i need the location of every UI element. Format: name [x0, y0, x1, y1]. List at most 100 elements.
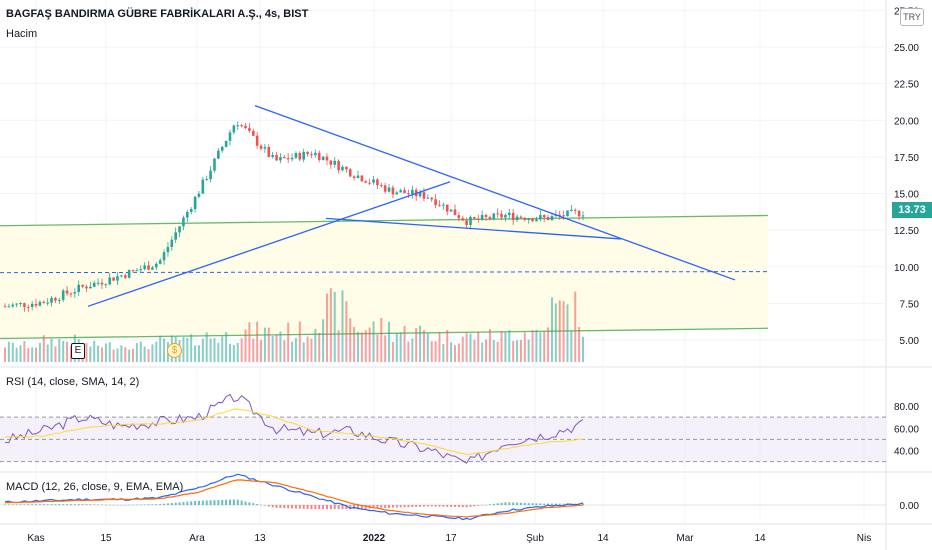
volume-bar	[345, 301, 348, 362]
currency-badge[interactable]: TRY	[900, 8, 924, 26]
macd-histogram-bar	[465, 505, 468, 508]
volume-bar	[263, 327, 266, 362]
volume-bar	[306, 336, 309, 362]
candle-body	[209, 170, 212, 180]
volume-bar	[380, 318, 383, 362]
volume-bar	[535, 329, 538, 362]
macd-histogram-bar	[516, 502, 519, 505]
volume-bar	[197, 345, 200, 362]
volume-bar	[488, 328, 491, 362]
candle-body	[127, 270, 131, 278]
time-axis-tick-label: Nis	[857, 533, 871, 544]
volume-bar	[151, 344, 154, 362]
candle-body	[197, 193, 201, 197]
macd-histogram-bar	[217, 500, 220, 505]
candle-body	[457, 215, 461, 219]
candle-body	[504, 215, 507, 218]
macd-histogram-bar	[89, 504, 92, 505]
macd-histogram-bar	[77, 504, 80, 505]
candle-body	[539, 215, 542, 220]
macd-histogram-bar	[213, 500, 216, 505]
candle-body	[465, 220, 468, 225]
candle-body	[317, 152, 321, 161]
candle-body	[492, 213, 496, 219]
volume-bar	[147, 349, 150, 362]
macd-histogram-bar	[244, 501, 247, 505]
candle-body	[379, 184, 383, 186]
candle-body	[511, 212, 515, 221]
dividend-marker-icon[interactable]: $	[167, 343, 182, 358]
macd-label[interactable]: MACD (12, 26, close, 9, EMA, EMA)	[6, 481, 184, 493]
macd-histogram-bar	[508, 502, 511, 505]
macd-histogram-bar	[496, 503, 499, 505]
candle-body	[248, 128, 251, 131]
volume-bar	[116, 348, 119, 362]
time-axis-tick-label: 14	[754, 533, 766, 544]
price-axis-tick-label: 10.00	[894, 263, 919, 274]
macd-histogram-bar	[283, 505, 286, 509]
volume-bar	[527, 339, 530, 362]
macd-histogram-bar	[403, 505, 406, 508]
macd-histogram-bar	[256, 503, 259, 505]
macd-histogram-bar	[240, 500, 243, 505]
macd-histogram-bar	[42, 504, 45, 505]
candle-body	[174, 232, 177, 240]
candle-body	[484, 214, 488, 217]
candle-body	[54, 297, 57, 301]
volume-bar	[531, 330, 534, 362]
volume-bar	[112, 349, 115, 362]
volume-bar	[213, 338, 216, 362]
volume-bar	[275, 334, 278, 362]
volume-bar	[372, 321, 375, 362]
candle-body	[283, 157, 286, 159]
volume-bar	[473, 339, 476, 362]
volume-bar	[481, 342, 484, 362]
candle-body	[345, 166, 348, 170]
volume-bar	[54, 346, 57, 362]
volume-bar	[516, 340, 519, 362]
volume-bar	[97, 345, 100, 362]
time-axis-tick-label: 15	[100, 533, 112, 544]
macd-histogram-bar	[271, 505, 274, 508]
volume-bar	[38, 342, 41, 362]
candle-body	[286, 158, 290, 160]
symbol-title[interactable]: BAGFAŞ BANDIRMA GÜBRE FABRİKALARI A.Ş., …	[6, 8, 309, 20]
macd-histogram-bar	[349, 505, 352, 510]
volume-bar	[89, 346, 92, 362]
volume-bar	[221, 336, 224, 362]
macd-histogram-bar	[19, 504, 22, 505]
rsi-label[interactable]: RSI (14, close, SMA, 14, 2)	[6, 376, 140, 388]
macd-histogram-bar	[120, 504, 123, 506]
volume-bar	[461, 336, 464, 362]
volume-bar	[283, 340, 286, 362]
channel-bottom-line	[0, 327, 769, 340]
volume-bar	[395, 333, 398, 362]
macd-histogram-bar	[558, 503, 561, 505]
time-axis-tick-label: 13	[254, 533, 266, 544]
macd-histogram-bar	[550, 503, 553, 505]
candle-body	[255, 135, 259, 146]
macd-histogram-bar	[73, 504, 76, 505]
candle-body	[116, 276, 119, 281]
candle-body	[360, 175, 364, 182]
candle-body	[535, 219, 538, 222]
volume-bar	[225, 332, 228, 362]
volume-bar	[205, 332, 208, 362]
upper-trendline	[254, 104, 736, 281]
candle-body	[135, 270, 139, 272]
price-axis-tick-label: 5.00	[900, 336, 920, 347]
macd-histogram-bar	[531, 503, 534, 505]
candle-body	[104, 284, 108, 286]
candle-body	[189, 208, 193, 212]
macd-histogram-bar	[488, 504, 491, 505]
candle-body	[515, 216, 519, 221]
candle-body	[519, 216, 523, 218]
candle-body	[65, 290, 69, 294]
macd-histogram-bar	[178, 502, 181, 505]
candle-body	[240, 125, 243, 127]
volume-bar	[357, 331, 360, 362]
candle-body	[500, 213, 503, 218]
candle-body	[527, 218, 530, 221]
earnings-marker-icon[interactable]: E	[71, 343, 85, 359]
